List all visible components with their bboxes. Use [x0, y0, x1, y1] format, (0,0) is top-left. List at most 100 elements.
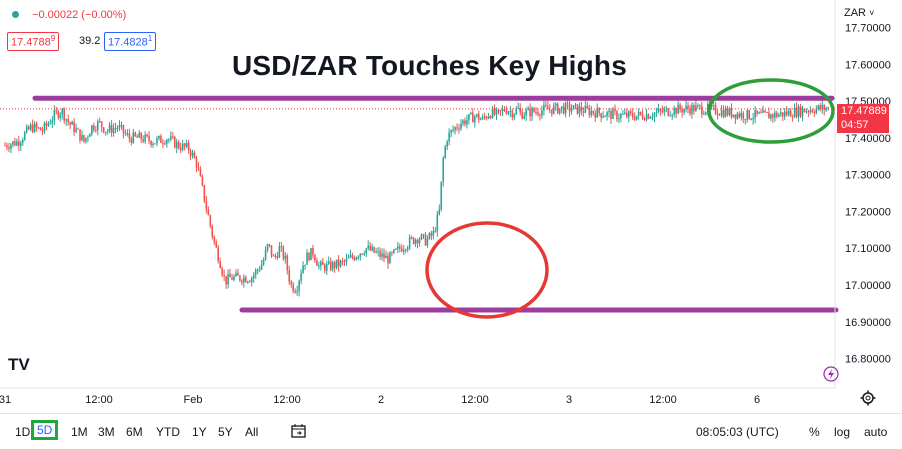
candle [233, 274, 235, 282]
candle [758, 111, 760, 115]
candle [704, 111, 707, 116]
candle [18, 136, 20, 152]
candle [150, 140, 152, 148]
candle [649, 115, 652, 119]
buy-price-box[interactable]: 17.48281 [104, 32, 157, 51]
candle [416, 238, 419, 249]
timeframe-3m[interactable]: 3M [98, 425, 115, 439]
candle [477, 110, 480, 124]
candle [41, 126, 44, 136]
candle [598, 107, 600, 117]
candle [185, 139, 188, 149]
candle [57, 109, 60, 120]
candle [458, 124, 460, 134]
timeframe-ytd[interactable]: YTD [156, 425, 180, 439]
candle [631, 108, 634, 121]
candle [114, 122, 117, 134]
calendar-range-icon[interactable] [291, 423, 307, 444]
candle [819, 102, 822, 112]
candle [426, 235, 429, 248]
status-dot-icon [12, 11, 19, 18]
timeframe-5y[interactable]: 5Y [218, 425, 233, 439]
candle [764, 109, 766, 113]
candle [252, 272, 255, 283]
candle [168, 138, 170, 144]
x-tick-label: 3 [566, 394, 572, 406]
price-axis[interactable]: 17.7000017.6000017.5000017.4000017.30000… [845, 23, 891, 366]
candle [667, 107, 670, 117]
market-status: −0.00022 (−0.00%) [12, 9, 126, 21]
candle [789, 108, 792, 117]
candle [821, 99, 824, 114]
candle [460, 119, 462, 131]
candle [211, 224, 214, 240]
x-tick-label: 12:00 [649, 394, 677, 406]
clock-time[interactable]: 08:05:03 (UTC) [696, 425, 779, 439]
timeframe-all[interactable]: All [245, 425, 259, 439]
timeframe-1d[interactable]: 1D [15, 425, 31, 439]
candle [353, 255, 356, 262]
candle [554, 102, 557, 111]
candle [578, 102, 581, 118]
candle [645, 108, 648, 122]
candle [83, 134, 85, 144]
candle [399, 243, 401, 253]
y-tick-label: 16.80000 [845, 354, 891, 366]
candle [629, 109, 632, 116]
candle [795, 102, 798, 119]
chart-area[interactable]: 17.7000017.6000017.5000017.4000017.30000… [0, 0, 902, 413]
candle [602, 111, 604, 119]
timeframe-1y[interactable]: 1Y [192, 425, 207, 439]
candle [495, 107, 498, 121]
candle [142, 135, 144, 144]
candle [799, 104, 802, 118]
candle [276, 251, 279, 260]
candle [470, 111, 472, 115]
candle [219, 257, 221, 269]
candle [454, 126, 456, 135]
timeframe-6m[interactable]: 6M [126, 425, 143, 439]
timeframe-1m[interactable]: 1M [71, 425, 88, 439]
candle [55, 106, 58, 115]
candle [164, 140, 166, 146]
candle [750, 117, 752, 121]
candle [112, 123, 115, 137]
candle [175, 138, 178, 154]
candle [450, 129, 452, 138]
candle [695, 100, 697, 112]
candle [373, 246, 375, 254]
candle [365, 247, 368, 258]
candle [825, 106, 827, 112]
candle [6, 142, 8, 151]
candle [179, 142, 182, 154]
time-axis[interactable]: 31 12:00 Feb 12:00 2 12:00 3 12:00 6 [0, 394, 760, 406]
auto-toggle[interactable]: auto [864, 425, 888, 439]
currency-selector[interactable]: ZAR ˅ [844, 7, 875, 19]
candle [333, 260, 336, 273]
log-toggle[interactable]: log [834, 425, 851, 439]
candle [791, 114, 794, 122]
candle [400, 244, 403, 253]
sell-price-box[interactable]: 17.47889 [7, 32, 60, 51]
candle [466, 114, 468, 129]
candle [327, 256, 330, 266]
candle [292, 281, 295, 294]
candle [734, 114, 737, 125]
gear-icon[interactable] [860, 390, 876, 411]
candle [323, 263, 326, 274]
percent-toggle[interactable]: % [809, 425, 820, 439]
candle [280, 241, 283, 252]
candle [223, 269, 225, 281]
candle [264, 246, 267, 261]
candle [793, 103, 796, 118]
candle [527, 105, 529, 111]
candle [687, 101, 689, 114]
chevron-down-icon: ˅ [869, 8, 875, 18]
timeframe-5d[interactable]: 5D [31, 420, 59, 440]
flash-icon[interactable] [823, 366, 839, 382]
candle [49, 119, 52, 125]
candle [8, 142, 10, 153]
x-tick-label: 31 [0, 394, 11, 406]
candle [489, 115, 492, 120]
candle [154, 143, 156, 145]
